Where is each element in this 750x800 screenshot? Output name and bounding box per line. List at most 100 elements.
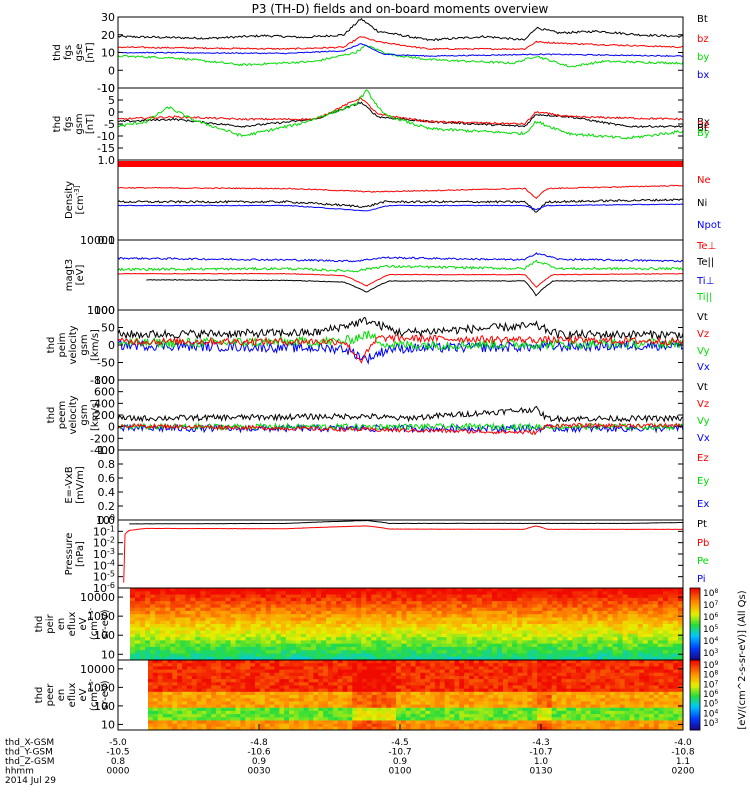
spectrogram-cell (637, 630, 644, 635)
spectrogram-cell (332, 682, 339, 686)
spectrogram-cell (580, 691, 587, 696)
spectrogram-cell (572, 601, 578, 605)
spectrogram-cell (396, 660, 402, 664)
spectrogram-cell (459, 679, 465, 683)
spectrogram-cell (240, 707, 246, 712)
spectrogram-cell (469, 714, 475, 718)
spectrogram-cell (201, 704, 207, 709)
spectrogram-cell (617, 653, 624, 658)
spectrogram-cell (430, 682, 436, 686)
spectrogram-cell (157, 704, 163, 709)
spectrogram-cell (295, 656, 302, 661)
spectrogram-cell (265, 653, 272, 658)
spectrogram-cell (444, 707, 450, 712)
spectrogram-cell (580, 666, 587, 670)
spectrogram-cell (170, 588, 176, 592)
spectrogram-cell (366, 646, 372, 651)
y-tick-label: 0 (108, 421, 115, 434)
spectrogram-cell (371, 714, 377, 718)
spectrogram-cell (612, 588, 619, 592)
spectrogram-cell (576, 717, 582, 721)
spectrogram-cell (444, 685, 450, 690)
spectrogram-cell (331, 624, 337, 628)
spectrogram-cell (177, 714, 183, 718)
spectrogram-cell (356, 594, 362, 599)
spectrogram-cell (491, 601, 498, 605)
spectrogram-cell (481, 640, 488, 645)
spectrogram-cell (672, 588, 679, 592)
spectrogram-cell (637, 617, 644, 622)
spectrogram-cell (145, 594, 151, 599)
spectrogram-cell (597, 610, 603, 615)
spectrogram-cell (196, 685, 202, 690)
spectrogram-cell (177, 685, 183, 690)
spectrogram-cell (652, 624, 659, 628)
spectrogram-cell (308, 691, 314, 696)
spectrogram-cell (444, 660, 450, 664)
spectrogram-cell (190, 594, 196, 599)
spectrogram-cell (342, 723, 348, 728)
spectrogram-cell (210, 588, 216, 592)
spectrogram-cell (303, 688, 309, 693)
spectrogram-cell (346, 620, 352, 625)
spectrogram-cell (662, 624, 669, 628)
spectrogram-cell (155, 594, 161, 599)
spectrogram-cell (191, 714, 198, 718)
spectrogram-cell (401, 630, 407, 635)
spectrogram-cell (502, 627, 508, 631)
spectrogram-cell (478, 666, 484, 670)
spectrogram-cell (491, 604, 498, 609)
spectrogram-cell (255, 646, 262, 651)
spectrogram-cell (644, 726, 650, 731)
spectrogram-cell (587, 588, 593, 592)
spectrogram-cell (590, 723, 596, 728)
spectrogram-cell (537, 653, 543, 658)
spectrogram-cell (290, 594, 297, 599)
spectrogram-cell (439, 675, 446, 680)
spectrogram-cell (336, 620, 342, 625)
spectrogram-cell (240, 679, 246, 683)
spectrogram-cell (522, 695, 528, 699)
spectrogram-cell (180, 604, 186, 609)
spectrogram-cell (610, 685, 616, 690)
spectrogram-cell (436, 610, 443, 615)
spectrogram-cell (493, 717, 499, 721)
spectrogram-cell (396, 675, 402, 680)
spectrogram-cell (426, 607, 433, 612)
spectrogram-cell (280, 607, 287, 612)
spectrogram-cell (502, 643, 508, 648)
spectrogram-cell (420, 717, 426, 721)
spectrogram-cell (667, 614, 674, 618)
spectrogram-cell (361, 620, 367, 625)
spectrogram-cell (444, 701, 450, 705)
spectrogram-cell (336, 604, 342, 609)
spectrogram-cell (152, 666, 159, 670)
spectrogram-cell (607, 591, 614, 595)
spectrogram-cell (473, 704, 480, 709)
spectrogram-cell (245, 597, 252, 602)
spectrogram-cell (464, 714, 470, 718)
spectrogram-cell (672, 614, 679, 618)
spectrogram-cell (464, 695, 470, 699)
spectrogram-cell (461, 646, 468, 651)
spectrogram-cell (351, 620, 357, 625)
y-tick-label: 0.2 (98, 500, 116, 513)
spectrogram-cell (473, 660, 480, 664)
spectrogram-cell (346, 588, 352, 592)
spectrogram-cell (356, 620, 362, 625)
spectrogram-cell (285, 653, 292, 658)
spectrogram-cell (356, 633, 362, 638)
spectrogram-cell (215, 588, 221, 592)
spectrogram-cell (195, 650, 201, 654)
spectrogram-cell (610, 669, 616, 674)
spectrogram-cell (401, 604, 407, 609)
y-tick-label: 100 (94, 629, 115, 642)
spectrogram-cell (376, 679, 382, 683)
spectrogram-cell (308, 723, 314, 728)
spectrogram-cell (172, 701, 178, 705)
spectrogram-cell (400, 679, 407, 683)
spectrogram-cell (436, 627, 443, 631)
spectrogram-cell (405, 704, 412, 709)
spectrogram-cell (332, 685, 339, 690)
spectrogram-cell (357, 726, 363, 731)
